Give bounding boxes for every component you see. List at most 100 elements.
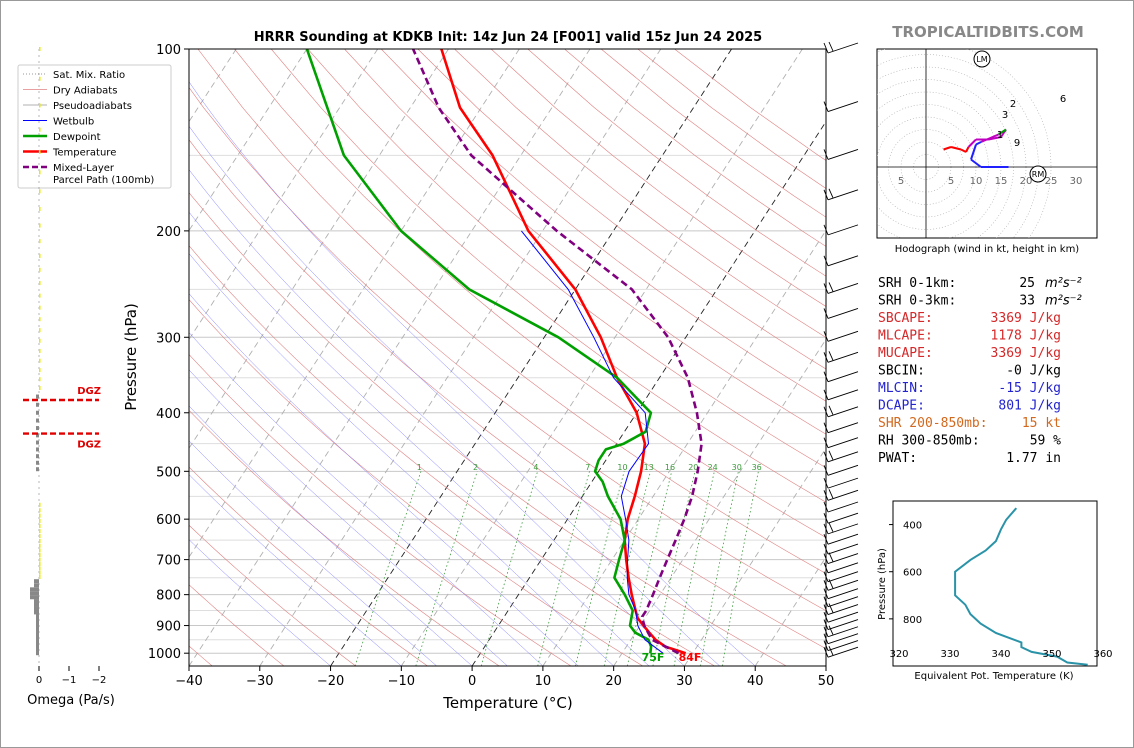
dry-adiabat-line [307, 49, 826, 469]
theta-e-x-tick-label: 340 [991, 649, 1010, 660]
omega-bar [39, 543, 41, 548]
dry-adiabat-line [189, 409, 500, 666]
wind-barb-flag [823, 189, 829, 201]
stats-value: 1178 J/kg [991, 329, 1061, 344]
hodograph-ring-label: 25 [1045, 176, 1058, 187]
stats-row: SBCIN: -0 J/kg [878, 364, 1061, 379]
omega-bar [30, 595, 39, 600]
hodograph-marker-label: LM [976, 55, 987, 64]
wind-barb [823, 640, 859, 651]
x-tick-label: 30 [676, 674, 693, 689]
theta-e-plot [954, 507, 1088, 666]
pseudoadiabat-line [189, 211, 650, 666]
omega-bar [36, 447, 39, 452]
stats-label: RH 300-850mb: [878, 434, 980, 449]
stats-row: DCAPE: 801 J/kg [878, 399, 1061, 414]
pseudoadiabat-line [189, 369, 508, 666]
mixing-ratio-label: 1 [417, 463, 422, 472]
wind-barb-flag [823, 588, 829, 599]
stats-value: 15 kt [1022, 416, 1061, 431]
wind-barb-flag [823, 437, 829, 448]
omega-bar [36, 641, 39, 646]
wind-barb [823, 422, 859, 434]
theta-e-ylabel: Pressure (hPa) [877, 548, 888, 620]
dry-adiabat-line [189, 584, 285, 666]
omega-bar [39, 570, 41, 575]
stats-row: SBCAPE: 3369 J/kg [878, 311, 1061, 326]
theta-e-y-tick-label: 400 [903, 521, 922, 532]
omega-bar [39, 524, 41, 529]
omega-bar [39, 557, 41, 562]
theta-e-x-tick-label: 330 [940, 649, 959, 660]
dry-adiabat-line [189, 354, 572, 666]
wind-barb-flag [823, 308, 829, 319]
wind-barb-flag [828, 603, 834, 613]
skewt-series: 75F 84F [305, 49, 703, 664]
omega-bar [36, 467, 39, 472]
omega-bar [36, 402, 39, 407]
omega-bar [39, 529, 41, 534]
hodograph-ring-label: 5 [898, 176, 904, 187]
stats-row: PWAT: 1.77 in [878, 451, 1061, 466]
omega-bar [39, 127, 41, 132]
stats-value: 801 J/kg [998, 399, 1061, 414]
legend-label: Pseudoadiabats [53, 101, 132, 112]
omega-bar [34, 579, 39, 584]
wind-barb-staff [827, 646, 859, 658]
wind-barb-staff [827, 464, 859, 476]
wind-barb-staff [827, 422, 859, 434]
omega-bar [39, 189, 41, 194]
stats-value: 1.77 in [1006, 451, 1061, 466]
surface-temperature-label: 84F [679, 651, 702, 664]
hodograph-height-label: 9 [1014, 138, 1020, 149]
pseudoadiabat-line [189, 293, 579, 666]
stats-label: SBCAPE: [878, 311, 933, 326]
wind-barb-flag [828, 41, 834, 52]
omega-bar [39, 253, 41, 258]
wind-barb-flag [828, 489, 834, 499]
wind-barb-flag [823, 224, 829, 236]
hodograph-ring-label: 10 [970, 176, 983, 187]
wind-barb-flag [823, 512, 829, 524]
omega-bar [39, 328, 41, 333]
dry-adiabat-line [189, 192, 787, 666]
omega-bar [36, 648, 39, 653]
legend-label: Wetbulb [53, 117, 94, 128]
skewt-axes: −40 −30 −20 −10 0 10 20 30 40 50 100 200 300 400 500 60… [148, 43, 834, 689]
isotherm-line [330, 49, 732, 666]
mixing-ratio-label: 36 [752, 463, 762, 472]
wind-barb-staff [827, 543, 859, 555]
omega-xlabel: Omega (Pa/s) [27, 693, 115, 708]
stats-label: MLCIN: [878, 381, 925, 396]
omega-bar [36, 644, 39, 649]
wind-barb [823, 464, 859, 476]
stats-row: RH 300-850mb: 59 % [878, 434, 1061, 449]
omega-bar [39, 508, 41, 513]
wind-barb-flag [828, 579, 834, 589]
omega-bar [39, 518, 41, 523]
omega-tick-label: −2 [92, 675, 107, 686]
wind-barb-staff [827, 283, 859, 294]
hodograph-segment [975, 141, 982, 146]
omega-bar [36, 651, 39, 656]
wind-barb [823, 351, 859, 363]
stats-label: SRH 0-3km: [878, 294, 956, 309]
wind-barb-flag [823, 523, 829, 535]
x-tick-label: 10 [535, 674, 552, 689]
omega-bar [36, 634, 39, 639]
omega-bar [30, 591, 39, 596]
wind-barb [823, 579, 859, 591]
wind-barb-flag [828, 522, 834, 533]
omega-bar [39, 566, 41, 571]
wind-barb-flag [828, 625, 834, 635]
wind-barb-flag [823, 477, 829, 489]
wind-barb [823, 477, 859, 489]
hodograph-segment [967, 138, 977, 148]
wind-barb [823, 389, 859, 401]
chart-title: HRRR Sounding at KDKB Init: 14z Jun 24 [… [254, 30, 762, 45]
hodograph-marker [1029, 165, 1047, 183]
wind-barb [823, 633, 859, 645]
y-tick-label: 500 [156, 465, 181, 480]
omega-bar [30, 587, 39, 592]
wind-barb [823, 330, 859, 342]
